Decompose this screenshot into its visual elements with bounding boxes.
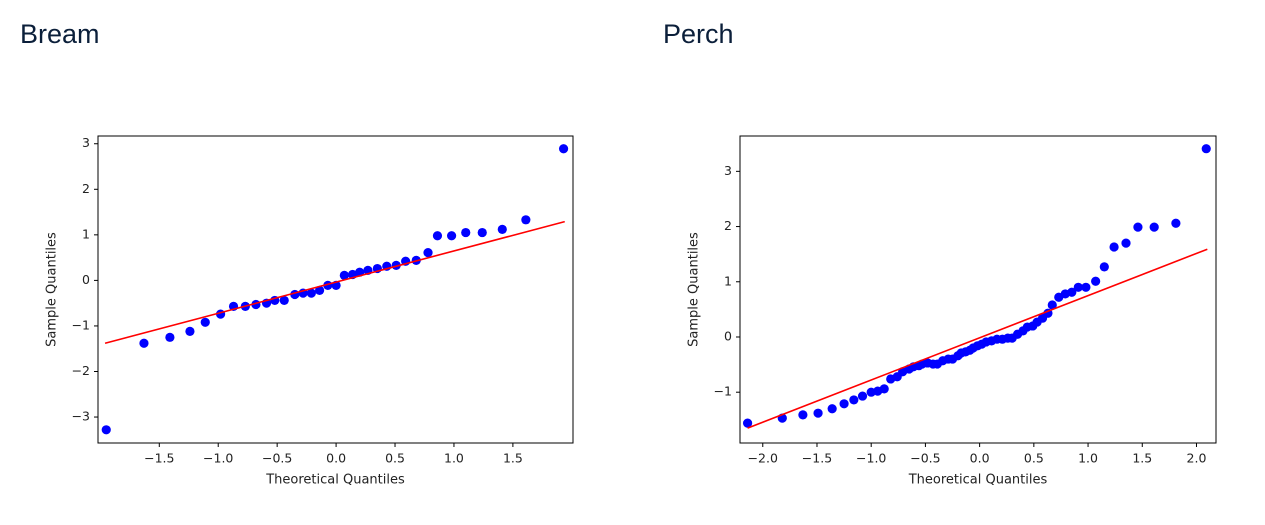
chart: Bream −1.5 −1.0 −0.5 0.0 0.5 1.0 1.5 −3 −2 −1 0 1 2 3 T… (20, 19, 574, 488)
data-point (477, 227, 487, 238)
data-point (314, 285, 325, 296)
y-axis-label: Sample Quantiles (45, 232, 60, 347)
x-tick-label: 2.0 (1187, 451, 1207, 466)
x-tick-label: −1.0 (203, 451, 233, 466)
data-point (446, 231, 457, 241)
data-point (1109, 242, 1119, 252)
x-tick-label: 0.5 (385, 451, 405, 466)
y-tick-label: 2 (724, 218, 732, 233)
data-point (849, 395, 859, 405)
data-point (1133, 222, 1143, 232)
chart-title: Perch (663, 19, 734, 49)
data-point (1171, 218, 1181, 228)
data-point (742, 418, 753, 428)
data-point (1073, 282, 1083, 292)
x-tick-label: −2.0 (748, 451, 778, 466)
data-point (1121, 238, 1131, 248)
x-tick-label: −1.5 (802, 451, 832, 466)
chart: Perch −2.0 −1.5 −1.0 −0.5 0.0 0.5 1.0 1.5 2.0 −1 0 1… (663, 19, 1217, 488)
x-tick-label: 1.0 (444, 451, 464, 466)
x-tick-label: −0.5 (262, 451, 292, 466)
x-axis-label: Theoretical Quantiles (265, 473, 405, 488)
y-tick-label: −2 (72, 363, 90, 378)
x-tick-label: 0.0 (326, 451, 346, 466)
fit-line (104, 220, 565, 345)
y-tick-label: −3 (72, 409, 90, 424)
data-point (879, 384, 889, 394)
data-point (798, 410, 808, 420)
data-point (461, 227, 471, 238)
data-point (423, 248, 433, 258)
data-point (1081, 282, 1091, 292)
x-tick-label: −1.0 (856, 451, 886, 466)
x-tick-label: 1.5 (503, 451, 523, 466)
y-tick-label: 1 (82, 226, 90, 241)
data-point (101, 425, 111, 435)
y-tick-label: 3 (82, 135, 90, 150)
plot-frame (739, 135, 1217, 444)
x-axis-label: Theoretical Quantiles (908, 473, 1048, 488)
data-point (497, 224, 507, 234)
data-point (1149, 222, 1159, 232)
data-point (857, 391, 868, 401)
data-point (165, 332, 175, 342)
data-point (827, 404, 837, 414)
data-point (279, 295, 289, 306)
y-tick-label: 1 (724, 273, 732, 288)
data-point (432, 231, 443, 241)
data-point (1201, 144, 1211, 154)
data-point (813, 408, 823, 418)
data-point (521, 215, 531, 225)
fit-line (747, 248, 1208, 429)
data-point (1099, 262, 1109, 272)
y-tick-label: −1 (714, 384, 732, 399)
x-tick-label: 1.0 (1078, 451, 1098, 466)
y-tick-label: 0 (82, 272, 90, 287)
y-tick-label: −1 (72, 317, 90, 332)
data-point (839, 399, 849, 409)
data-point (1091, 276, 1101, 286)
y-tick-label: 2 (82, 181, 90, 196)
data-point (200, 317, 210, 327)
x-tick-label: 0.0 (970, 451, 990, 466)
x-tick-label: −1.5 (144, 451, 174, 466)
data-point (306, 288, 316, 298)
data-point (1047, 300, 1057, 310)
x-tick-label: 1.5 (1132, 451, 1152, 466)
data-point (1067, 287, 1077, 297)
x-tick-label: −0.5 (910, 451, 940, 466)
x-tick-label: 0.5 (1024, 451, 1044, 466)
data-point (339, 270, 349, 280)
chart-title: Bream (20, 19, 100, 49)
data-point (185, 326, 195, 337)
y-tick-label: 3 (724, 163, 732, 178)
data-point (558, 144, 569, 154)
data-point (139, 338, 149, 348)
y-axis-label: Sample Quantiles (687, 232, 702, 347)
y-tick-label: 0 (724, 328, 732, 343)
